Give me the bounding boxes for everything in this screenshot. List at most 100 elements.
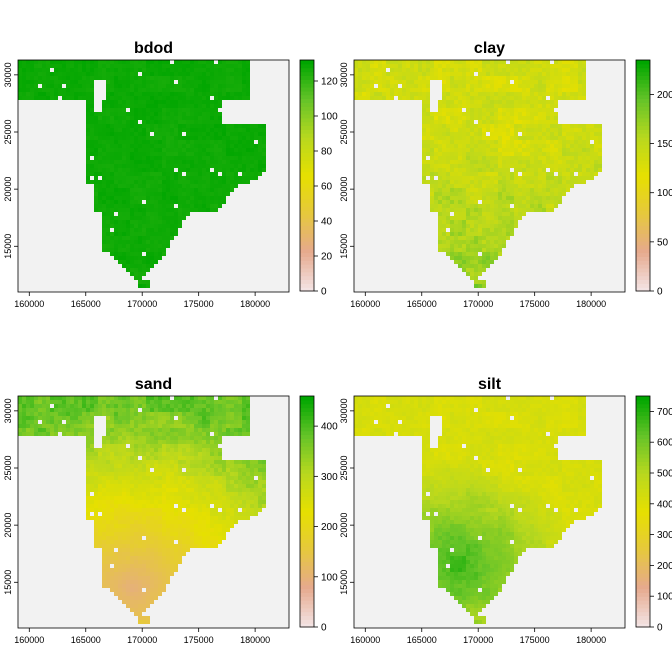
raster-cell [182,456,186,460]
raster-cell [166,192,170,196]
raster-cell [362,92,366,96]
raster-cell [202,400,206,404]
raster-cell [542,68,546,72]
raster-cell [462,116,466,120]
raster-cell [534,152,538,156]
raster-cell [30,416,34,420]
raster-cell [242,76,246,80]
raster-cell [46,396,50,400]
raster-cell [82,88,86,92]
raster-cell [442,164,446,168]
raster-cell [146,460,150,464]
raster-cell [186,420,190,424]
raster-cell [382,92,386,96]
raster-cell [106,96,110,100]
raster-cell [570,136,574,140]
raster-cell [242,424,246,428]
raster-cell [258,472,262,476]
raster-cell [182,164,186,168]
colorbar-step [636,267,650,273]
raster-cell [442,116,446,120]
raster-cell [470,168,474,172]
raster-cell [262,128,266,132]
raster-cell [226,416,230,420]
raster-cell [162,468,166,472]
raster-cell [498,152,502,156]
raster-cell [230,460,234,464]
raster-cell [242,420,246,424]
raster-cell [118,92,122,96]
raster-cell [386,80,390,84]
raster-cell [118,244,122,248]
raster-cell [158,204,162,208]
raster-cell [126,208,130,212]
raster-cell [234,88,238,92]
colorbar-tick-label: 100 [657,188,672,199]
raster-cell [226,60,230,64]
colorbar-step [300,175,314,180]
raster-cell [82,84,86,88]
raster-cell [78,424,82,428]
raster-cell [110,236,114,240]
raster-cell [518,208,522,212]
raster-cell [126,88,130,92]
raster-cell [130,192,134,196]
raster-cell [598,168,602,172]
raster-cell [106,80,110,84]
raster-cell [134,448,138,452]
raster-cell [34,416,38,420]
raster-cell [154,92,158,96]
raster-cell [246,148,250,152]
colorbar-step [300,260,314,265]
raster-cell [542,88,546,92]
raster-cell [170,400,174,404]
raster-cell [202,72,206,76]
raster-cell [162,456,166,460]
raster-cell [198,416,202,420]
raster-cell [130,108,134,112]
raster-cell [122,116,126,120]
raster-cell [578,124,582,128]
raster-cell [510,172,514,176]
raster-cell [46,96,50,100]
raster-cell [122,228,126,232]
raster-cell [162,104,166,108]
raster-cell [218,420,222,424]
raster-cell [146,468,150,472]
raster-cell [506,152,510,156]
raster-cell [166,72,170,76]
raster-cell [246,176,250,180]
raster-cell [478,152,482,156]
raster-cell [54,96,58,100]
raster-cell [134,248,138,252]
raster-cell [470,116,474,120]
raster-cell [542,128,546,132]
raster-cell [470,152,474,156]
raster-cell [170,196,174,200]
raster-cell [546,200,550,204]
raster-cell [78,60,82,64]
raster-cell [130,128,134,132]
raster-cell [402,84,406,88]
raster-cell [250,464,254,468]
raster-cell [458,112,462,116]
raster-cell [94,68,98,72]
raster-cell [118,128,122,132]
raster-cell [210,480,214,484]
raster-cell [478,96,482,100]
raster-cell [90,404,94,408]
raster-cell [194,400,198,404]
raster-cell [142,128,146,132]
raster-cell [458,224,462,228]
raster-cell [530,100,534,104]
raster-cell [238,476,242,480]
raster-cell [102,116,106,120]
raster-cell [38,96,42,100]
raster-cell [86,80,90,84]
raster-cell [234,476,238,480]
raster-cell [134,416,138,420]
raster-cell [226,132,230,136]
raster-cell [154,220,158,224]
raster-cell [194,420,198,424]
raster-cell [410,84,414,88]
